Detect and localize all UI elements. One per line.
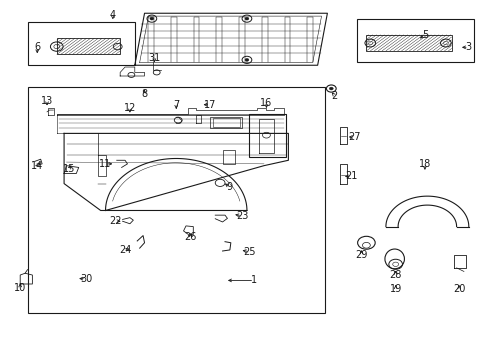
Text: 30: 30 [80,274,92,284]
Bar [27,22,135,65]
Text: 6: 6 [34,42,40,52]
Circle shape [150,17,154,20]
Text: 10: 10 [14,283,26,293]
Bar [249,114,285,157]
Text: 13: 13 [41,96,53,106]
Text: 25: 25 [243,247,255,257]
Bar [27,87,325,313]
Text: 5: 5 [421,30,427,40]
Text: 19: 19 [389,284,401,294]
Circle shape [244,17,248,20]
Text: 21: 21 [345,171,357,181]
Text: 24: 24 [119,245,131,255]
Text: 9: 9 [226,182,232,192]
Bar [222,149,234,164]
Text: 12: 12 [123,103,136,113]
Circle shape [329,87,332,90]
Bar [212,118,239,127]
Bar [356,19,473,62]
Text: 27: 27 [347,132,360,142]
Text: 16: 16 [260,98,272,108]
Circle shape [244,58,248,61]
Text: 28: 28 [388,270,401,280]
Text: 23: 23 [235,211,248,221]
Text: 15: 15 [62,164,75,174]
Text: 26: 26 [184,232,197,242]
Text: 3: 3 [465,42,471,52]
Text: 2: 2 [331,91,337,101]
Text: 17: 17 [204,100,216,110]
Text: 11: 11 [99,159,111,169]
Bar [210,117,242,128]
Bar [57,39,120,54]
Text: 31: 31 [148,53,160,63]
Text: 18: 18 [418,159,430,169]
Text: 22: 22 [109,216,122,226]
Bar [366,35,451,51]
Text: 8: 8 [141,89,147,99]
Text: 20: 20 [452,284,464,294]
Text: 1: 1 [251,275,257,285]
Text: 14: 14 [31,161,43,171]
Text: 7: 7 [173,100,179,110]
Text: 29: 29 [355,250,367,260]
Text: 4: 4 [110,10,116,20]
